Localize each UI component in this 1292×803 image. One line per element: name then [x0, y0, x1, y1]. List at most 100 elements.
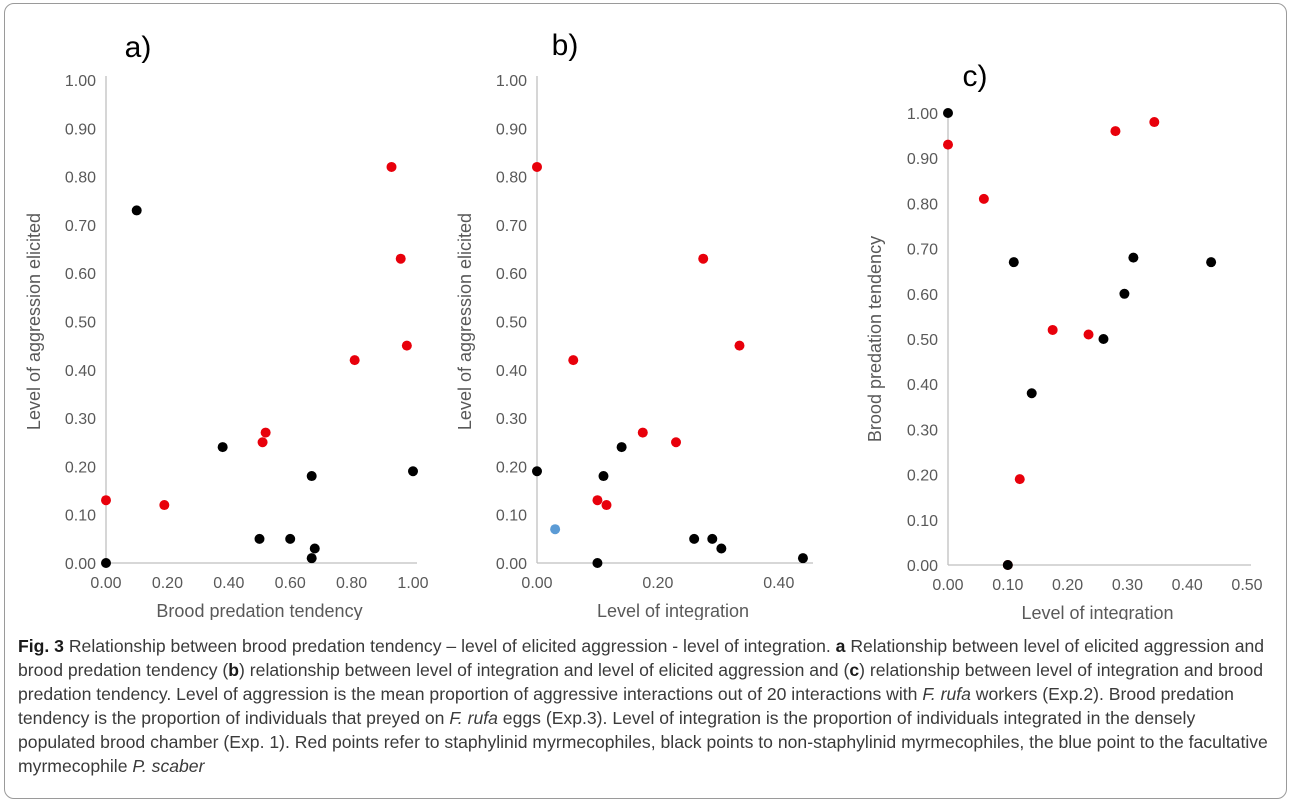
panel-b-y-tick-label: 0.70 [496, 218, 527, 235]
panel-a-data-point [306, 553, 317, 564]
panel-c-y-tick-label: 0.10 [907, 513, 938, 530]
panel-b-y-tick-label: 1.00 [496, 73, 527, 90]
panel-c-x-tick-label: 0.00 [932, 577, 963, 594]
panel-c-y-axis-label: Brood predation tendency [865, 236, 885, 442]
panel-b-y-axis-label: Level of aggression elicited [455, 213, 475, 430]
caption-fig-label: Fig. 3 [18, 636, 64, 656]
panel-a-y-tick-label: 1.00 [65, 73, 96, 90]
panel-c-x-tick-label: 0.30 [1112, 577, 1143, 594]
panel-b-label: b) [552, 29, 579, 62]
panel-a-data-point [257, 437, 268, 448]
panel-b-y-tick-label: 0.20 [496, 459, 527, 476]
panel-a-y-tick-label: 0.30 [65, 411, 96, 428]
panel-c-data-point [1128, 252, 1139, 263]
panel-b-data-point [550, 524, 561, 535]
panel-b-y-tick-label: 0.80 [496, 170, 527, 187]
panel-b-data-point [689, 533, 700, 544]
panel-c-x-axis-label: Level of integration [1021, 603, 1173, 620]
panel-b-data-point [797, 553, 808, 564]
panel-c-data-point [1083, 329, 1094, 340]
panel-c-data-point [1098, 334, 1109, 344]
panel-c-data-point [1119, 288, 1130, 299]
panel-c-y-tick-label: 0.00 [907, 558, 938, 575]
charts-area: 0.00 0.10 0.20 0.30 0.40 0.50 0.60 0.70 0.80 0.90… [24, 29, 1263, 620]
panel-a-data-point [408, 466, 418, 477]
panel-c-data-point [1008, 257, 1019, 268]
panel-c-data-point [1002, 560, 1013, 570]
panel-c-data-point [943, 139, 953, 150]
caption-text-2: ) relationship between level of integrat… [239, 660, 850, 680]
panel-c-y-tick-label: 0.30 [907, 422, 938, 439]
panel-b-y-tick-label: 0.90 [496, 121, 527, 138]
panel-c-data-point [943, 108, 953, 118]
panel-a-data-point [217, 442, 228, 453]
panel-b-data-point [598, 471, 609, 482]
panel-c-y-tick-label: 0.20 [907, 468, 938, 485]
panel-a-data-point [386, 161, 397, 172]
panel-c-y-tick-label: 0.80 [907, 196, 938, 213]
panel-b-x-tick-label: 0.40 [763, 575, 794, 592]
panel-a-y-tick-label: 0.80 [65, 170, 96, 187]
panel-a-x-tick-label: 1.00 [397, 575, 428, 592]
panel-a-y-axis-label: Level of aggression elicited [24, 213, 44, 430]
panel-b-x-axis-label: Level of integration [597, 601, 749, 620]
caption-species-1: F. rufa [922, 684, 971, 704]
panel-a-data-point [309, 543, 320, 554]
panel-a-data-point [260, 427, 271, 438]
panel-a-data-point [401, 340, 412, 351]
figure-frame [4, 3, 1287, 799]
panel-a-x-tick-label: 0.40 [213, 575, 244, 592]
panel-b-y-tick-label: 0.50 [496, 315, 527, 332]
panel-b-data-point [734, 340, 745, 351]
panel-c-y-tick-label: 0.50 [907, 332, 938, 349]
figure-caption: Fig. 3 Relationship between brood predat… [18, 634, 1273, 778]
panel-b-data-point [532, 161, 542, 172]
caption-text-1: Relationship between level of elicited a… [18, 636, 1265, 680]
panel-b-y-tick-label: 0.10 [496, 508, 527, 525]
caption-title: Relationship between brood predation ten… [63, 636, 836, 656]
panel-a-data-point [285, 533, 296, 544]
caption-text-4: workers (Exp.2). Brood predation tendenc… [18, 684, 1234, 728]
panel-a-label: a) [125, 31, 152, 64]
panel-c-data-point [1206, 257, 1217, 268]
panel-c-data-point [1110, 126, 1121, 137]
panel-c-data-point [1026, 388, 1037, 399]
panel-a-y-tick-label: 0.60 [65, 266, 96, 283]
panel-c-x-tick-label: 0.20 [1052, 577, 1083, 594]
panel-c-x-tick-label: 0.50 [1231, 577, 1262, 594]
panel-b-data-point [616, 442, 627, 453]
panel-c-x-tick-label: 0.40 [1172, 577, 1203, 594]
panel-a-data-point [131, 205, 142, 216]
panel-c-y-tick-label: 0.90 [907, 151, 938, 168]
panel-a-y-tick-label: 0.10 [65, 508, 96, 525]
panel-c-y-tick-label: 0.60 [907, 287, 938, 304]
panel-c-data-point [1014, 474, 1025, 485]
panel-c-y-tick-label: 0.40 [907, 377, 938, 394]
panel-a-y-tick-label: 0.20 [65, 459, 96, 476]
panel-a-x-tick-label: 0.00 [90, 575, 121, 592]
caption-text-3: ) relationship between level of integrat… [18, 660, 1264, 704]
panel-a-data-point [254, 533, 265, 544]
panel-c-data-point [1047, 324, 1058, 335]
panel-a-y-tick-label: 0.00 [65, 556, 96, 573]
panel-b-data-point [698, 253, 709, 264]
panel-c-data-point [1149, 117, 1160, 128]
panel-a-y-tick-label: 0.40 [65, 363, 96, 380]
panel-c-label: c) [963, 60, 988, 93]
panel-b-y-tick-label: 0.30 [496, 411, 527, 428]
panel-a-data-point [101, 495, 111, 506]
panel-a-data-point [395, 253, 406, 264]
panel-a-data-point [159, 500, 170, 511]
panel-b-y-tick-label: 0.60 [496, 266, 527, 283]
panel-a-x-tick-label: 0.80 [336, 575, 367, 592]
caption-label-b: b [228, 660, 240, 680]
panel-b-data-point [568, 355, 579, 366]
panel-c-y-tick-label: 1.00 [907, 106, 938, 123]
panel-b-y-tick-label: 0.40 [496, 363, 527, 380]
panel-c-data-point [978, 193, 989, 204]
panel-b-x-tick-label: 0.00 [521, 575, 552, 592]
panel-b-data-point [707, 533, 718, 544]
caption-species-2: F. rufa [449, 708, 498, 728]
panel-b-data-point [592, 558, 603, 568]
caption-species-3: P. scaber [132, 756, 205, 776]
